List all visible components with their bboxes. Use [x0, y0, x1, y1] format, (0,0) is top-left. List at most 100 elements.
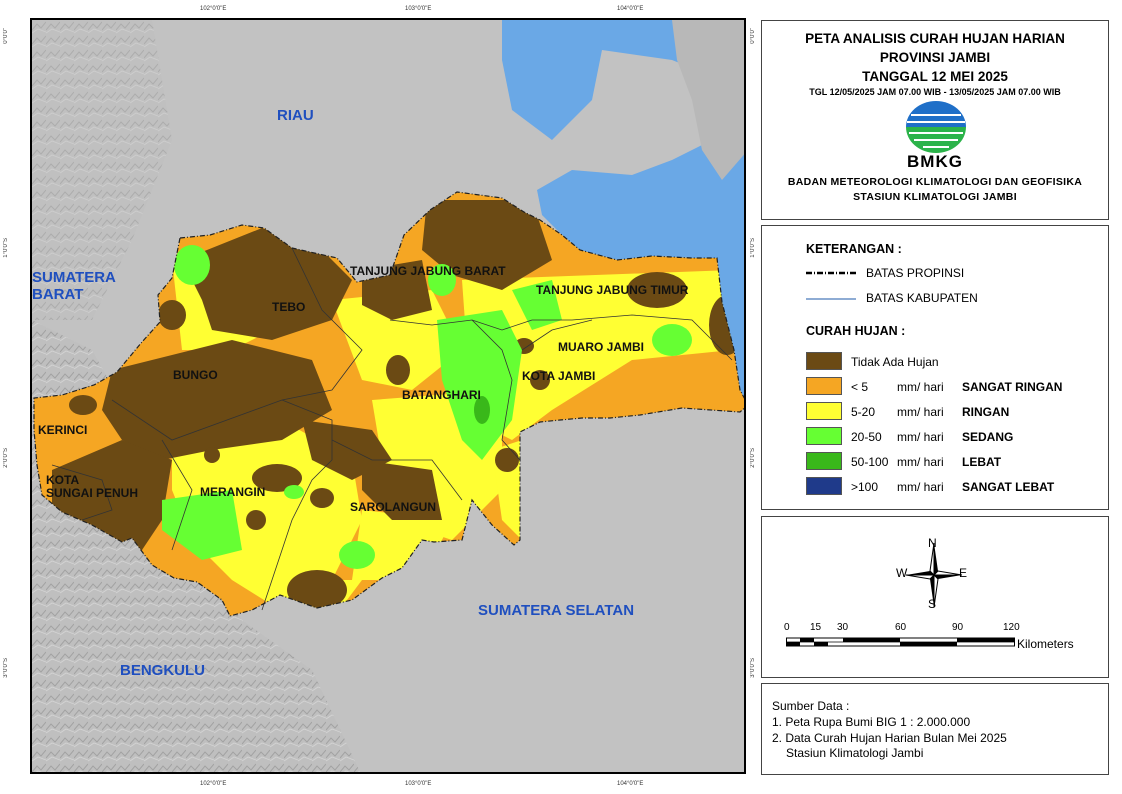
legend-category: SANGAT LEBAT: [962, 480, 1055, 494]
label-sarolangun: SAROLANGUN: [350, 500, 436, 514]
lon-tick-top-1: 102°0'0"E: [200, 6, 227, 12]
legend-row-light: 5-20 mm/ hari RINGAN: [806, 402, 1096, 422]
legend-label: 5-20: [851, 405, 876, 419]
legend-category: SANGAT RINGAN: [962, 380, 1063, 394]
scale-tick-120: 120: [1003, 622, 1020, 633]
label-muarojambi: MUARO JAMBI: [558, 340, 644, 354]
legend-label: Tidak Ada Hujan: [851, 355, 939, 369]
lon-tick-bottom-3: 104°0'0"E: [617, 781, 644, 787]
scale-tick-0: 0: [784, 622, 790, 633]
scale-tick-60: 60: [895, 622, 907, 633]
source-panel: Sumber Data : 1. Peta Rupa Bumi BIG 1 : …: [761, 683, 1109, 775]
label-sumbar: SUMATERA BARAT: [32, 269, 116, 303]
source-line-1: 1. Peta Rupa Bumi BIG 1 : 2.000.000: [772, 715, 971, 729]
legend-unit: mm/ hari: [897, 480, 944, 494]
bmkg-logo-text: BMKG: [907, 152, 963, 171]
map-title-line1: PETA ANALISIS CURAH HUJAN HARIAN: [805, 31, 1065, 46]
scale-tick-30: 30: [837, 622, 849, 633]
legend-kabupaten-label: BATAS KABUPATEN: [866, 291, 978, 305]
province-boundary-symbol: [806, 271, 856, 275]
label-sumsel: SUMATERA SELATAN: [478, 602, 635, 619]
org-name: BADAN METEOROLOGI KLIMATOLOGI DAN GEOFIS…: [787, 176, 1083, 188]
legend-label: >100: [851, 480, 879, 494]
swatch-very-heavy: [806, 477, 842, 495]
lat-tick-left-2: 1°0'0"S: [3, 238, 9, 258]
label-kerinci: KERINCI: [38, 423, 88, 437]
label-batanghari: BATANGHARI: [402, 388, 481, 402]
rainfall-map: RIAU SUMATERA BARAT SUMATERA SELATAN BEN…: [30, 18, 746, 774]
legend-label: 50-100: [851, 455, 889, 469]
legend-panel: KETERANGAN : BATAS PROPINSI BATAS KABUPA…: [761, 225, 1109, 510]
bmkg-logo-icon: [906, 101, 966, 153]
legend-unit: mm/ hari: [897, 405, 944, 419]
lat-tick-left-4: 3°0'0"S: [3, 658, 9, 678]
province-boundary: [33, 191, 744, 617]
lon-tick-top-3: 104°0'0"E: [617, 6, 644, 12]
compass-w: W: [896, 566, 908, 580]
legend-unit: mm/ hari: [897, 380, 944, 394]
legend-category: RINGAN: [962, 405, 1010, 419]
station-name: STASIUN KLIMATOLOGI JAMBI: [853, 191, 1017, 203]
legend-label: < 5: [851, 380, 869, 394]
title-panel: PETA ANALISIS CURAH HUJAN HARIAN PROVINS…: [761, 20, 1109, 220]
lon-tick-top-2: 103°0'0"E: [405, 6, 432, 12]
swatch-light: [806, 402, 842, 420]
legend-row-no-rain: Tidak Ada Hujan: [806, 352, 1096, 372]
legend-category: SEDANG: [962, 430, 1014, 444]
swatch-moderate: [806, 427, 842, 445]
kabupaten-boundary-symbol: [806, 298, 856, 300]
label-kotajambi: KOTA JAMBI: [522, 369, 596, 383]
legend-category: LEBAT: [962, 455, 1002, 469]
legend-row-very-light: < 5 mm/ hari SANGAT RINGAN: [806, 377, 1096, 397]
legend-unit: mm/ hari: [897, 455, 944, 469]
lat-tick-right-1: 0°0'0": [750, 28, 756, 44]
source-line-3: Stasiun Klimatologi Jambi: [786, 746, 924, 760]
compass-e: E: [959, 566, 968, 580]
compass-s: S: [928, 597, 937, 611]
swatch-very-light: [806, 377, 842, 395]
hill-relief: [32, 20, 172, 320]
map-title-line2: PROVINSI JAMBI: [879, 50, 991, 65]
lat-tick-left-3: 2°0'0"S: [3, 448, 9, 468]
source-line-2: 2. Data Curah Hujan Harian Bulan Mei 202…: [772, 731, 1007, 745]
lat-tick-right-3: 2°0'0"S: [750, 448, 756, 468]
scale-tick-90: 90: [952, 622, 964, 633]
bmkg-logo: BMKG: [762, 99, 1108, 175]
lat-tick-left-1: 0°0'0": [3, 28, 9, 44]
lon-tick-bottom-2: 103°0'0"E: [405, 781, 432, 787]
lon-tick-bottom-1: 102°0'0"E: [200, 781, 227, 787]
sea: [502, 20, 744, 398]
north-arrow-icon: [905, 542, 963, 608]
label-bungo: BUNGO: [173, 368, 218, 382]
source-heading: Sumber Data :: [772, 699, 850, 713]
scale-bar: [786, 637, 1015, 647]
swatch-no-rain: [806, 352, 842, 370]
label-riau: RIAU: [277, 107, 314, 124]
kabupaten-boundaries: [51, 247, 733, 611]
legend-label: 20-50: [851, 430, 882, 444]
map-canvas: [32, 20, 744, 772]
legend-row-moderate: 20-50 mm/ hari SEDANG: [806, 427, 1096, 447]
swatch-heavy: [806, 452, 842, 470]
scale-tick-15: 15: [810, 622, 822, 633]
legend-row-heavy: 50-100 mm/ hari LEBAT: [806, 452, 1096, 472]
label-tebo: TEBO: [272, 300, 306, 314]
map-title-line3: TANGGAL 12 MEI 2025: [862, 69, 1008, 84]
legend-unit: mm/ hari: [897, 430, 944, 444]
label-sungaipenuh: KOTA SUNGAI PENUH: [46, 473, 139, 501]
label-merangin: MERANGIN: [200, 485, 266, 499]
compass-scale-panel: N S W E 0 15 30 60 90 120 Kilometers: [761, 516, 1109, 678]
legend-province-label: BATAS PROPINSI: [866, 266, 965, 280]
rain-heading: CURAH HUJAN :: [806, 324, 906, 338]
label-tanjabbar: TANJUNG JABUNG BARAT: [350, 264, 506, 278]
map-period: TGL 12/05/2025 JAM 07.00 WIB - 13/05/202…: [809, 87, 1061, 97]
scale-unit: Kilometers: [1017, 637, 1074, 651]
compass-n: N: [928, 536, 937, 550]
legend-heading: KETERANGAN :: [806, 242, 902, 256]
lat-tick-right-2: 1°0'0"S: [750, 238, 756, 258]
legend-row-very-heavy: >100 mm/ hari SANGAT LEBAT: [806, 477, 1096, 497]
island: [672, 20, 744, 180]
label-bengkulu: BENGKULU: [120, 662, 205, 679]
lat-tick-right-4: 3°0'0"S: [750, 658, 756, 678]
label-tanjabtim: TANJUNG JABUNG TIMUR: [536, 283, 689, 297]
